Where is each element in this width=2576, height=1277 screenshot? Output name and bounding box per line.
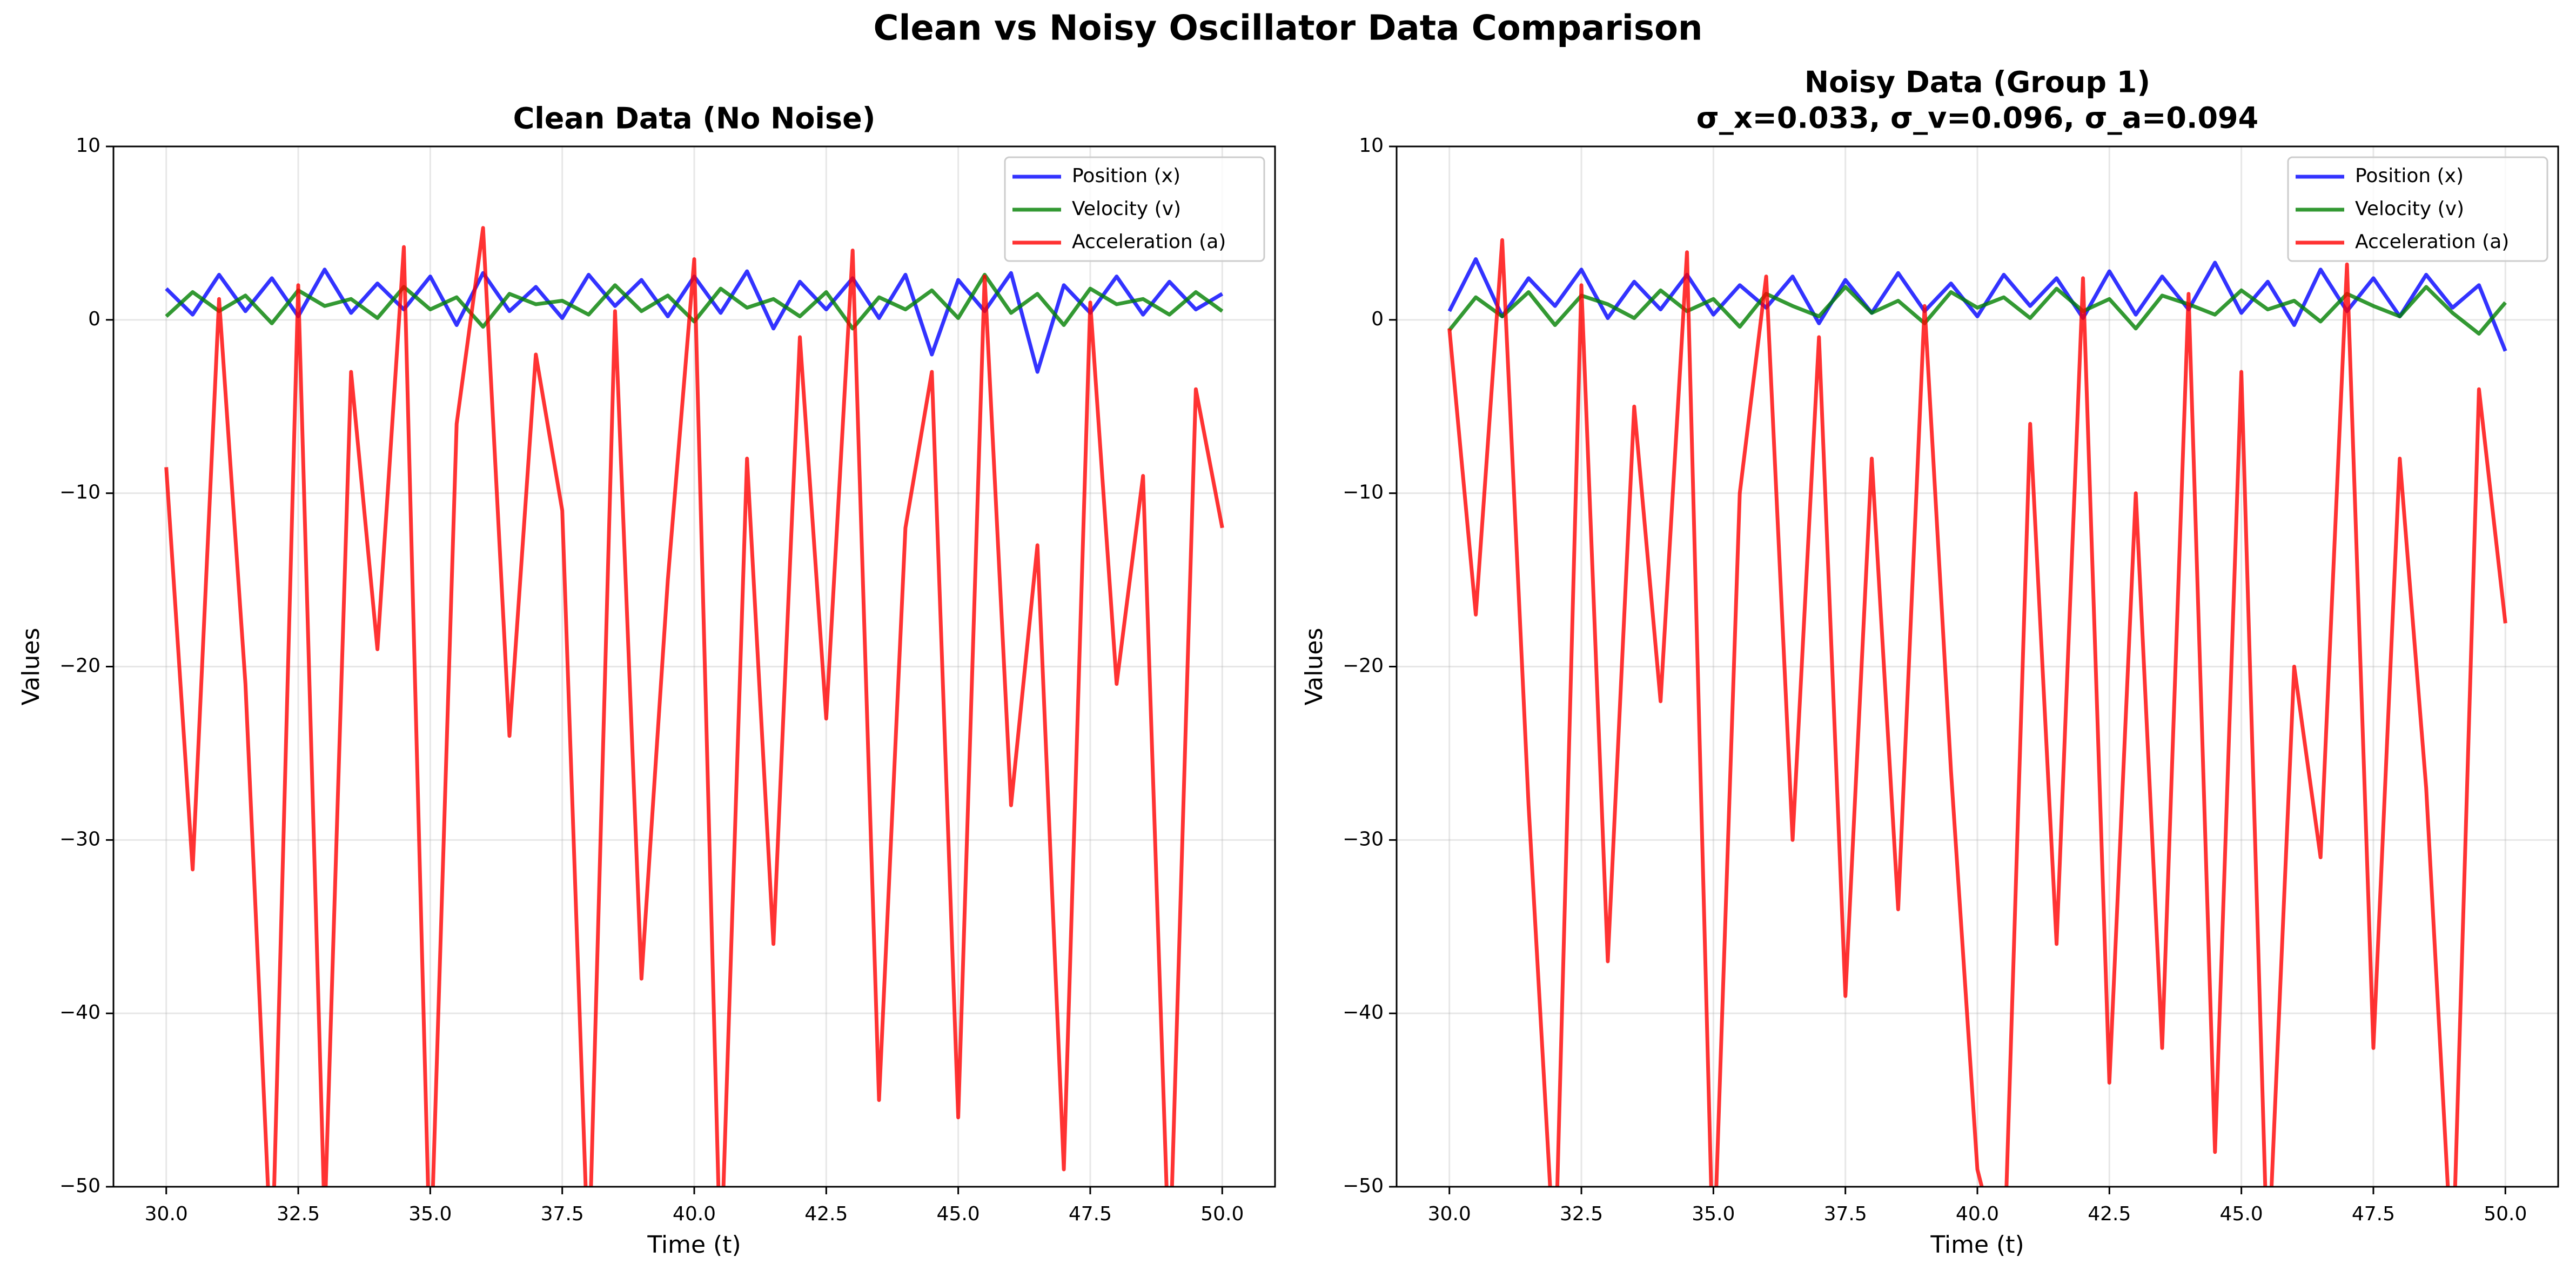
x-tick-label: 35.0 — [408, 1203, 452, 1225]
y-tick-label: 10 — [1359, 135, 1384, 157]
legend-box — [2287, 156, 2548, 262]
x-tick-label: 50.0 — [1200, 1203, 1244, 1225]
y-tick-label: −30 — [1343, 828, 1384, 850]
x-axis-label: Time (t) — [1930, 1231, 2024, 1259]
legend: Position (x) Velocity (v) Acceleration (a) — [1004, 156, 1265, 262]
legend-label: Position (x) — [1072, 165, 1180, 187]
x-tick-label: 50.0 — [2484, 1203, 2527, 1225]
y-tick-label: 0 — [1371, 308, 1384, 330]
y-tick-label: 10 — [76, 135, 100, 157]
y-tick-label: −30 — [59, 828, 100, 850]
series-line — [164, 226, 1224, 1187]
x-tick-label: 35.0 — [1692, 1203, 1735, 1225]
x-tick-label: 37.5 — [541, 1203, 584, 1225]
subplot-title: Clean Data (No Noise) — [513, 102, 876, 136]
series-line — [1447, 257, 2507, 352]
y-tick-label: −50 — [1343, 1175, 1384, 1197]
legend-label: Acceleration (a) — [1072, 231, 1226, 253]
y-tick-label: −40 — [1343, 1001, 1384, 1024]
y-tick-label: −10 — [1343, 482, 1384, 504]
figure-title: Clean vs Noisy Oscillator Data Compariso… — [874, 9, 1703, 49]
subplot-title: Noisy Data (Group 1) — [1804, 65, 2150, 99]
x-tick-label: 47.5 — [1069, 1203, 1112, 1225]
series-line — [1447, 238, 2507, 1187]
legend-label: Velocity (v) — [1072, 198, 1181, 220]
subplot: Noisy Data (Group 1)σ_x=0.033, σ_v=0.096… — [1300, 65, 2559, 1259]
x-tick-label: 47.5 — [2352, 1203, 2395, 1225]
legend: Position (x) Velocity (v) Acceleration (a) — [2287, 156, 2548, 262]
x-tick-label: 30.0 — [1428, 1203, 1471, 1225]
y-tick-label: −20 — [1343, 655, 1384, 677]
legend-label: Position (x) — [2355, 165, 2464, 187]
x-tick-label: 32.5 — [1560, 1203, 1603, 1225]
x-tick-label: 42.5 — [2088, 1203, 2131, 1225]
y-axis-label: Values — [17, 628, 45, 706]
x-tick-label: 42.5 — [804, 1203, 848, 1225]
legend-box — [1004, 156, 1265, 262]
y-tick-label: −10 — [59, 482, 100, 504]
series-line — [1447, 285, 2507, 336]
axes-frame — [112, 145, 1276, 1188]
y-tick-label: 0 — [88, 308, 100, 330]
y-tick-label: −40 — [59, 1001, 100, 1024]
x-axis-label: Time (t) — [647, 1231, 741, 1259]
axes-frame — [1396, 145, 2559, 1188]
x-tick-label: 45.0 — [937, 1203, 980, 1225]
x-tick-label: 32.5 — [277, 1203, 320, 1225]
x-tick-label: 37.5 — [1824, 1203, 1867, 1225]
x-tick-label: 45.0 — [2220, 1203, 2263, 1225]
legend-label: Velocity (v) — [2355, 198, 2464, 220]
subplot: Clean Data (No Noise) 30.0 32.5 35.0 37.5 40.… — [17, 102, 1276, 1259]
x-tick-label: 40.0 — [1956, 1203, 1999, 1225]
legend-label: Acceleration (a) — [2355, 231, 2509, 253]
y-axis-label: Values — [1300, 628, 1328, 706]
y-tick-label: −50 — [59, 1175, 100, 1197]
x-tick-label: 30.0 — [145, 1203, 188, 1225]
x-tick-label: 40.0 — [673, 1203, 716, 1225]
y-tick-label: −20 — [59, 655, 100, 677]
subplot-title: σ_x=0.033, σ_v=0.096, σ_a=0.094 — [1696, 101, 2258, 135]
